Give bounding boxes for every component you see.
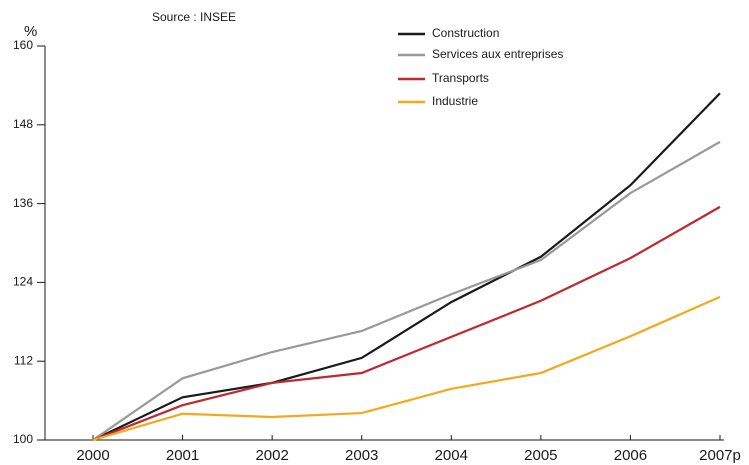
legend-label: Services aux entreprises: [432, 47, 563, 61]
y-axis-unit: %: [24, 23, 37, 40]
y-tick-label: 148: [13, 117, 33, 131]
x-tick-label: 2002: [255, 447, 288, 464]
x-tick-label: 2003: [345, 447, 378, 464]
y-tick-label: 136: [13, 196, 33, 210]
y-tick-label: 124: [13, 275, 33, 289]
series-line: [92, 295, 721, 442]
legend-label: Transports: [432, 71, 489, 85]
y-tick-label: 100: [13, 432, 33, 446]
legend-label: Industrie: [432, 94, 478, 108]
y-tick-label: 112: [14, 353, 33, 367]
series-line: [92, 205, 721, 442]
series-line: [92, 140, 721, 441]
x-tick-label: 2000: [76, 447, 109, 464]
y-tick-label: 160: [13, 38, 33, 52]
x-tick-label: 2001: [166, 447, 199, 464]
legend-label: Construction: [432, 26, 499, 40]
x-tick-label: 2006: [614, 447, 647, 464]
x-tick-label: 2005: [524, 447, 557, 464]
x-tick-label: 2004: [435, 447, 468, 464]
x-tick-label: 2007p: [699, 447, 741, 464]
series-line: [92, 92, 721, 441]
source-note: Source : INSEE: [152, 10, 236, 24]
